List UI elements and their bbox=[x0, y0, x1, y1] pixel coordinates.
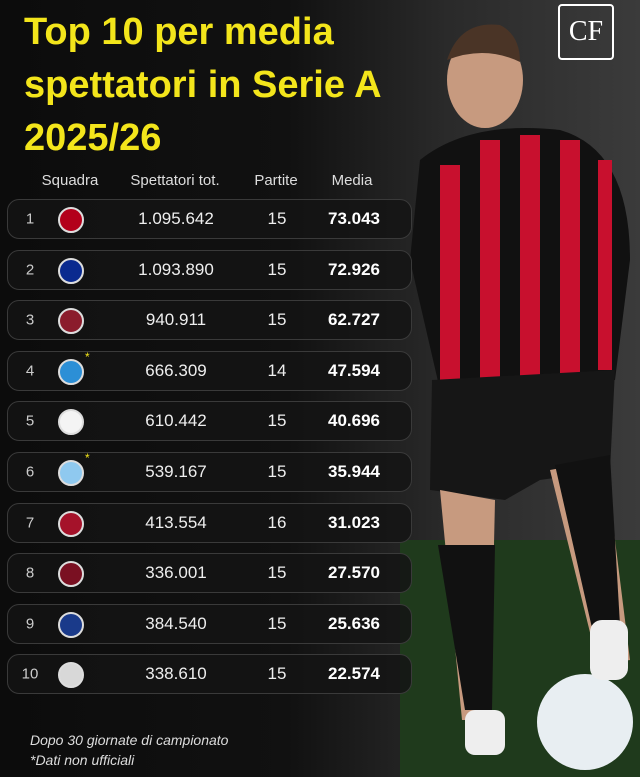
total-spectators: 1.095.642 bbox=[138, 209, 214, 228]
matches: 15 bbox=[267, 259, 287, 279]
average: 73.043 bbox=[328, 209, 380, 228]
rank: 6 bbox=[25, 463, 35, 481]
table-row: 3 940.911 15 62.727 bbox=[7, 300, 412, 341]
rank: 4 bbox=[25, 362, 35, 380]
table-row: 9 384.540 15 25.636 bbox=[7, 603, 412, 644]
average: 25.636 bbox=[328, 613, 380, 633]
matches: 15 bbox=[267, 664, 287, 684]
column-header: Spettatori tot. bbox=[130, 172, 220, 189]
average: 62.727 bbox=[328, 310, 380, 330]
brand-logo: CF bbox=[558, 4, 614, 60]
matches: 14 bbox=[267, 360, 287, 380]
table-row: 10 338.610 15 22.574 bbox=[7, 654, 412, 695]
total-spectators: 940.911 bbox=[145, 310, 207, 330]
total-spectators: 338.610 bbox=[145, 664, 207, 684]
title: Top 10 per media spettatori in Serie A 2… bbox=[24, 11, 381, 159]
team-logo bbox=[58, 460, 84, 486]
rank: 3 bbox=[25, 311, 35, 329]
rank: 10 bbox=[21, 665, 39, 683]
average: 40.696 bbox=[328, 411, 380, 431]
rank: 2 bbox=[25, 261, 35, 279]
average: 47.594 bbox=[328, 360, 380, 380]
total-spectators: 413.554 bbox=[145, 512, 207, 532]
rank: 5 bbox=[25, 412, 35, 430]
column-header: Squadra bbox=[41, 172, 99, 189]
total-spectators: 610.442 bbox=[145, 411, 207, 431]
table-row: 1 1.095.642 15 73.043 bbox=[7, 199, 412, 239]
table-row: 5 610.442 15 40.696 bbox=[7, 401, 412, 442]
team-logo bbox=[58, 510, 84, 537]
table-row: 2 1.093.890 15 72.926 bbox=[7, 249, 412, 290]
note-marker: * bbox=[85, 349, 90, 364]
total-spectators: 666.309 bbox=[145, 360, 207, 380]
table-row: 8 336.001 15 27.570 bbox=[7, 553, 412, 594]
matches: 15 bbox=[267, 462, 287, 481]
rank: 1 bbox=[25, 210, 35, 228]
average: 27.570 bbox=[328, 563, 380, 583]
team-logo bbox=[58, 409, 84, 436]
team-logo bbox=[58, 308, 84, 335]
footnote: *Dati non ufficiali bbox=[30, 752, 135, 768]
average: 31.023 bbox=[328, 512, 380, 532]
table-row: 7 413.554 16 31.023 bbox=[7, 502, 412, 543]
note-marker: * bbox=[85, 451, 90, 465]
matches: 15 bbox=[267, 310, 287, 330]
matches: 15 bbox=[267, 563, 287, 583]
total-spectators: 384.540 bbox=[145, 613, 207, 633]
total-spectators: 336.001 bbox=[145, 563, 207, 583]
matches: 15 bbox=[267, 209, 287, 228]
team-logo bbox=[58, 257, 84, 284]
matches: 15 bbox=[267, 411, 287, 431]
average: 22.574 bbox=[328, 664, 380, 684]
matches: 16 bbox=[267, 512, 287, 532]
table-row: 6 * 539.167 15 35.944 bbox=[7, 451, 412, 492]
team-logo bbox=[58, 611, 84, 638]
average: 35.944 bbox=[328, 462, 380, 481]
rank: 8 bbox=[25, 564, 35, 582]
table-row: 4 * 666.309 14 47.594 bbox=[7, 349, 412, 391]
total-spectators: 1.093.890 bbox=[138, 259, 214, 279]
team-logo bbox=[58, 662, 84, 689]
team-logo bbox=[58, 358, 84, 385]
rank: 9 bbox=[25, 615, 35, 633]
total-spectators: 539.167 bbox=[145, 462, 207, 481]
column-header: Partite bbox=[254, 172, 298, 189]
rank: 7 bbox=[25, 514, 35, 532]
column-header: Media bbox=[331, 172, 373, 189]
team-logo bbox=[58, 207, 84, 233]
footnote: Dopo 30 giornate di campionato bbox=[30, 732, 229, 748]
average: 72.926 bbox=[328, 259, 380, 279]
matches: 15 bbox=[267, 613, 287, 633]
team-logo bbox=[58, 561, 84, 588]
